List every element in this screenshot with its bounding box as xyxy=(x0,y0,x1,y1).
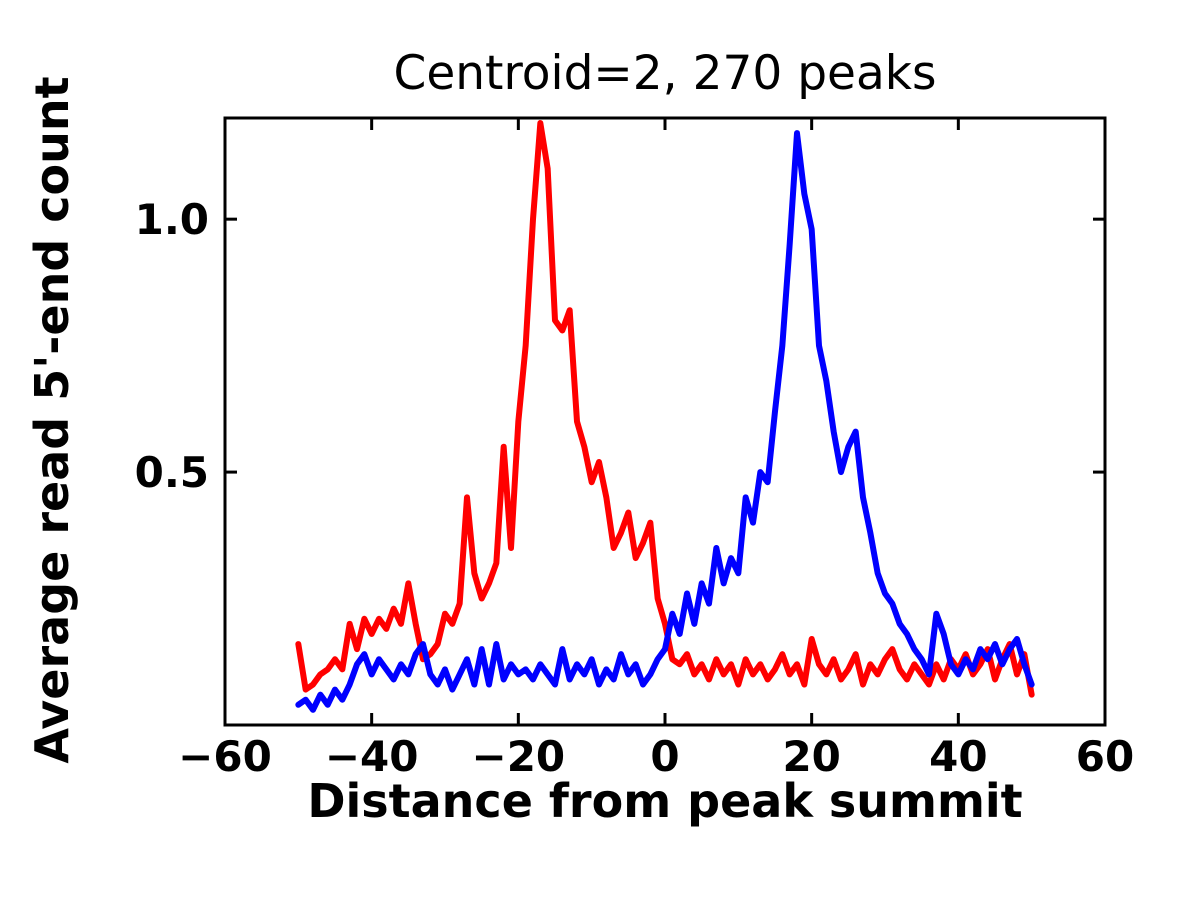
blue-strand-line xyxy=(295,130,1035,713)
x-tick-label: −40 xyxy=(325,732,419,781)
y-tick-label: 1.0 xyxy=(135,195,209,244)
x-tick-label: 40 xyxy=(929,732,987,781)
chart-title: Centroid=2, 270 peaks xyxy=(393,46,937,101)
x-tick-label: 20 xyxy=(782,732,840,781)
x-tick-label: −20 xyxy=(472,732,566,781)
x-axis-label: Distance from peak summit xyxy=(307,774,1023,828)
x-tick-label: −60 xyxy=(178,732,272,781)
y-tick-label: 0.5 xyxy=(135,448,209,497)
x-tick-label: 0 xyxy=(650,732,679,781)
plot-border xyxy=(223,116,1107,727)
red-strand-line xyxy=(295,120,1035,698)
x-tick-label: 60 xyxy=(1076,732,1134,781)
